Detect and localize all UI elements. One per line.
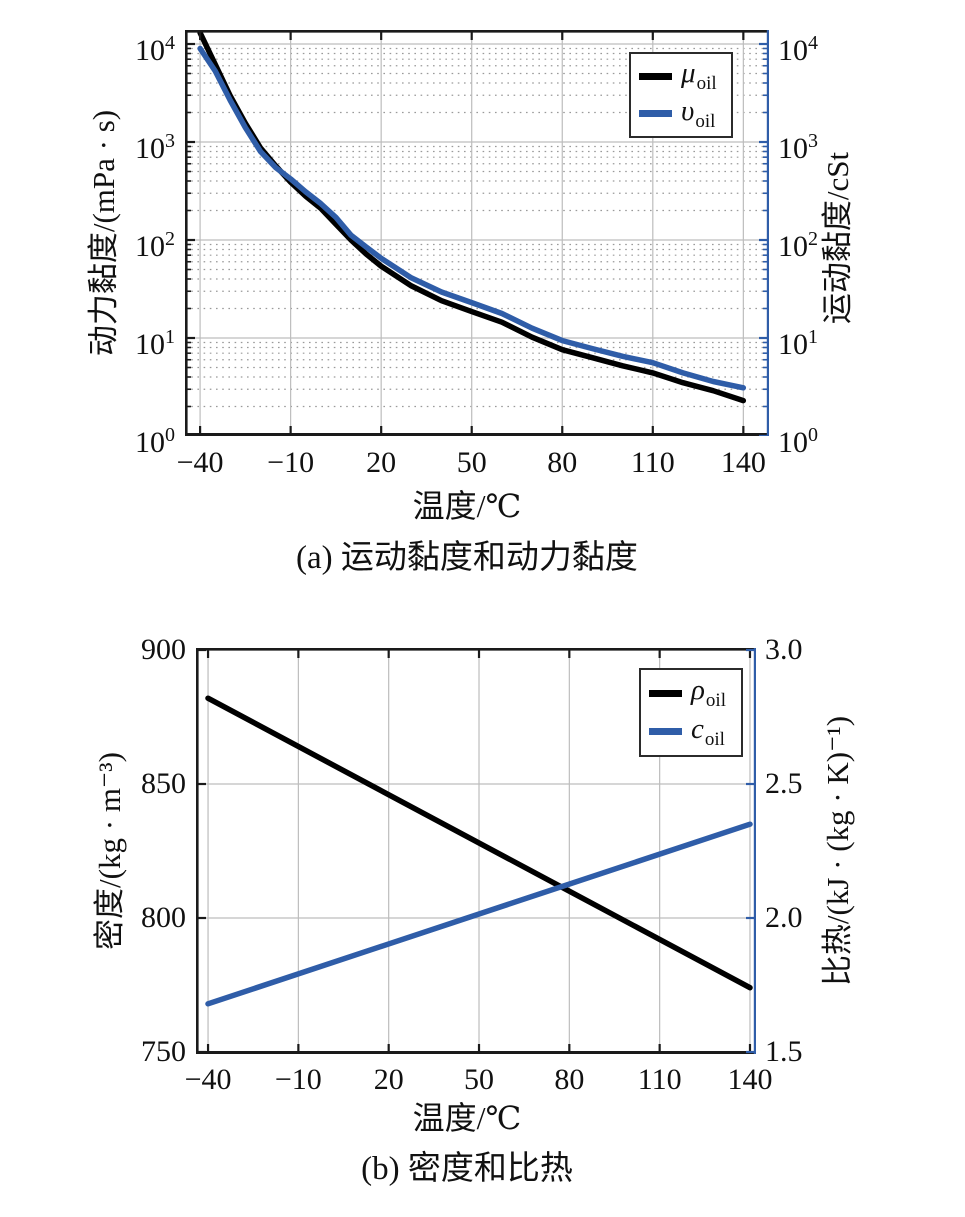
- chart-b-axes: [196, 648, 756, 1054]
- rho-oil-label: ρoil: [691, 676, 726, 710]
- chart-b-ytick-left-750: 750: [141, 1035, 186, 1068]
- rho-symbol: ρ: [691, 674, 705, 707]
- chart-a-xtick--40: −40: [176, 446, 224, 479]
- chart-b-legend: ρoil coil: [639, 668, 743, 757]
- chart-a-xtick-140: 140: [720, 446, 766, 479]
- chart-a-ytick-left-10e4: 104: [135, 32, 175, 67]
- chart-b-ytick-left-900: 900: [141, 633, 186, 666]
- chart-b-left-axis-label: 密度/(kg · m⁻³): [92, 752, 127, 950]
- chart-a-ytick-left-10e2: 102: [135, 228, 175, 263]
- chart-a-xtick-110: 110: [630, 446, 675, 479]
- chart-a-caption: (a) 运动黏度和动力黏度: [296, 540, 638, 576]
- chart-b-xtick--10: −10: [274, 1063, 322, 1096]
- c-oil-line-swatch: [649, 728, 682, 736]
- chart-b-xtick-20: 20: [373, 1063, 404, 1096]
- chart-a-ytick-left-10e1: 101: [135, 326, 175, 361]
- chart-a-xtick-20: 20: [366, 446, 397, 479]
- chart-b-ytick-right-2.0: 2.0: [765, 901, 803, 934]
- c-subscript: oil: [704, 728, 725, 750]
- chart-a-ytick-right-10e3: 103: [778, 130, 818, 165]
- chart-a-axes: [185, 30, 769, 436]
- chart-b-xtick-80: 80: [554, 1063, 585, 1096]
- chart-b-ytick-right-2.5: 2.5: [765, 767, 803, 800]
- nu-subscript: oil: [695, 110, 716, 132]
- chart-a-ytick-right-10e1: 101: [778, 326, 818, 361]
- chart-a-xtick-80: 80: [547, 446, 578, 479]
- chart-b-xtick-110: 110: [637, 1063, 682, 1096]
- chart-a-left-axis-label: 动力黏度/(mPa · s): [86, 109, 121, 357]
- chart-a-ytick-right-10e0: 100: [778, 424, 818, 459]
- chart-b-ytick-right-3.0: 3.0: [765, 633, 803, 666]
- chart-a-xtick-50: 50: [456, 446, 487, 479]
- c-oil-label: coil: [691, 712, 725, 750]
- chart-b-ytick-left-850: 850: [141, 767, 186, 800]
- chart-b-caption: (b) 密度和比热: [361, 1151, 573, 1187]
- chart-b-xtick--40: −40: [184, 1063, 232, 1096]
- legend-item-c-oil: coil: [649, 712, 733, 750]
- chart-b-ytick-left-800: 800: [141, 901, 186, 934]
- chart-a-ytick-left-10e0: 100: [135, 424, 175, 459]
- chart-a-right-axis-label: 运动黏度/cSt: [820, 151, 855, 325]
- nu-oil-line-swatch: [639, 110, 672, 118]
- chart-a-ytick-left-10e3: 103: [135, 130, 175, 165]
- nu-symbol: υ: [681, 94, 695, 127]
- legend-item-rho-oil: ρoil: [649, 676, 733, 710]
- mu-subscript: oil: [696, 73, 717, 95]
- rho-subscript: oil: [705, 690, 726, 712]
- chart-a-legend: μoil υoil: [629, 52, 733, 138]
- chart-a-gridlines: [185, 30, 769, 436]
- legend-item-mu-oil: μoil: [639, 59, 723, 93]
- chart-a-x-axis-label: 温度/℃: [412, 488, 522, 524]
- chart-b-xtick-140: 140: [727, 1063, 773, 1096]
- c-symbol: c: [691, 712, 704, 745]
- chart-a-xtick--10: −10: [267, 446, 315, 479]
- rho-oil-line-swatch: [649, 689, 682, 697]
- chart-a-ytick-right-10e2: 102: [778, 228, 818, 263]
- chart-b-right-axis-label: 比热/(kJ · (kg · K)⁻¹): [820, 715, 855, 987]
- nu_oil-curve: [197, 45, 747, 391]
- viscosity-chart-canvas: [185, 30, 769, 436]
- c_oil-curve: [205, 821, 753, 1007]
- chart-b-ytick-right-1.5: 1.5: [765, 1035, 803, 1068]
- chart-b-x-axis-label: 温度/℃: [412, 1100, 522, 1136]
- chart-a-ytick-right-10e4: 104: [778, 32, 818, 67]
- chart-b-xtick-50: 50: [464, 1063, 494, 1096]
- density-heat-chart-canvas: [196, 648, 756, 1054]
- nu-oil-label: υoil: [681, 94, 716, 132]
- legend-item-nu-oil: υoil: [639, 94, 723, 132]
- rho_oil-curve: [205, 695, 753, 991]
- mu-oil-line-swatch: [639, 72, 672, 80]
- mu-oil-label: μoil: [681, 59, 717, 93]
- mu-symbol: μ: [681, 57, 696, 90]
